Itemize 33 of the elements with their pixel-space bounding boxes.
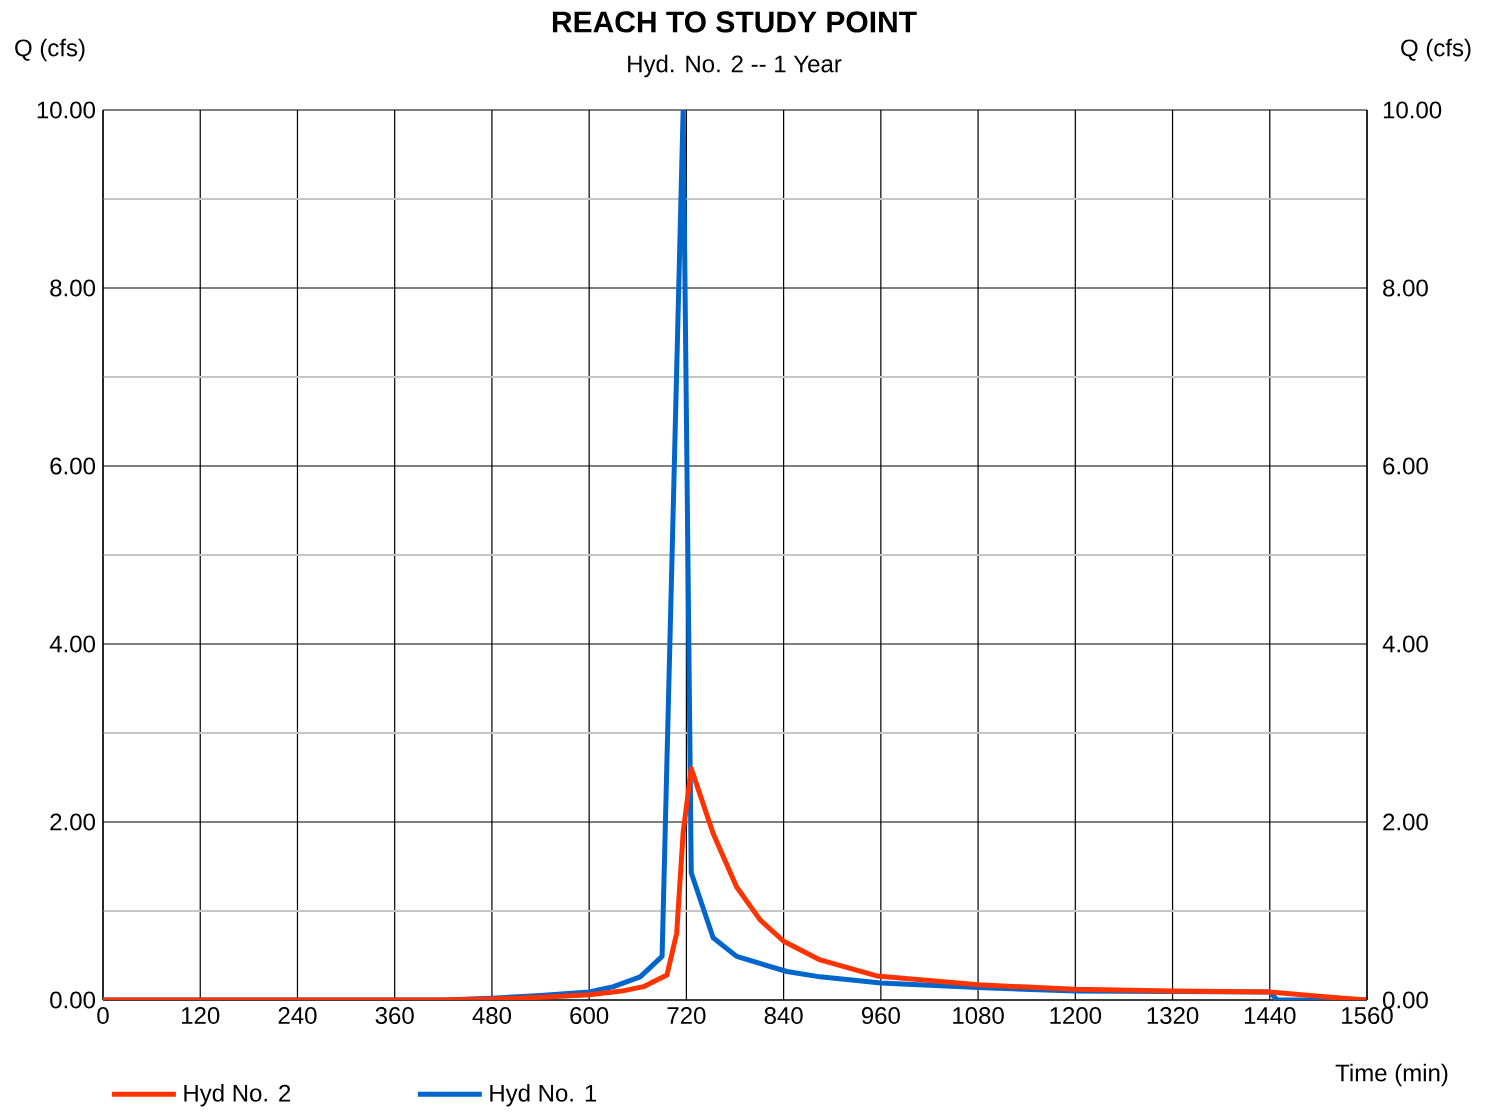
x-tick-label: 1320: [1147, 1007, 1199, 1025]
chart-title: REACH TO STUDY POINT: [552, 11, 917, 33]
x-tick-label: 840: [764, 1007, 803, 1025]
x-tick-label: 960: [861, 1007, 900, 1025]
x-tick-label: 1560: [1342, 1007, 1393, 1025]
y-tick-label: 8.00: [50, 279, 96, 297]
x-tick-label: 480: [472, 1007, 512, 1025]
y-tick-label: 2.00: [50, 813, 96, 831]
x-tick-label: 720: [667, 1007, 706, 1025]
y2-axis-title: Q (cfs): [1401, 38, 1471, 62]
x-tick-label: 0: [97, 1007, 109, 1025]
y2-tick-label: 6.00: [1383, 457, 1428, 475]
x-tick-label: 600: [570, 1007, 609, 1025]
chart-subtitle: Hyd. No. 2 -- 1 Year: [628, 54, 842, 78]
x-tick-label: 120: [182, 1007, 220, 1025]
legend-label: Hyd No. 1: [490, 1084, 597, 1107]
x-tick-label: 240: [278, 1007, 317, 1025]
legend-label: Hyd No. 2: [184, 1084, 291, 1107]
y2-tick-label: 2.00: [1383, 813, 1428, 831]
x-axis-title: Time (min): [1335, 1063, 1448, 1087]
y2-tick-label: 0.00: [1383, 991, 1428, 1009]
y2-tick-label: 8.00: [1383, 279, 1428, 297]
x-tick-label: 1200: [1050, 1007, 1102, 1025]
y-tick-label: 6.00: [50, 457, 96, 475]
x-tick-label: 1080: [953, 1007, 1004, 1025]
x-tick-label: 360: [375, 1007, 414, 1025]
x-tick-label: 1440: [1244, 1007, 1296, 1025]
y2-tick-label: 4.00: [1382, 635, 1428, 653]
y-axis-title: Q (cfs): [15, 38, 85, 62]
y-tick-label: 4.00: [49, 635, 96, 653]
y2-tick-label: 10.00: [1383, 101, 1442, 119]
y-tick-label: 0.00: [50, 991, 96, 1009]
y-tick-label: 10.00: [37, 101, 95, 119]
